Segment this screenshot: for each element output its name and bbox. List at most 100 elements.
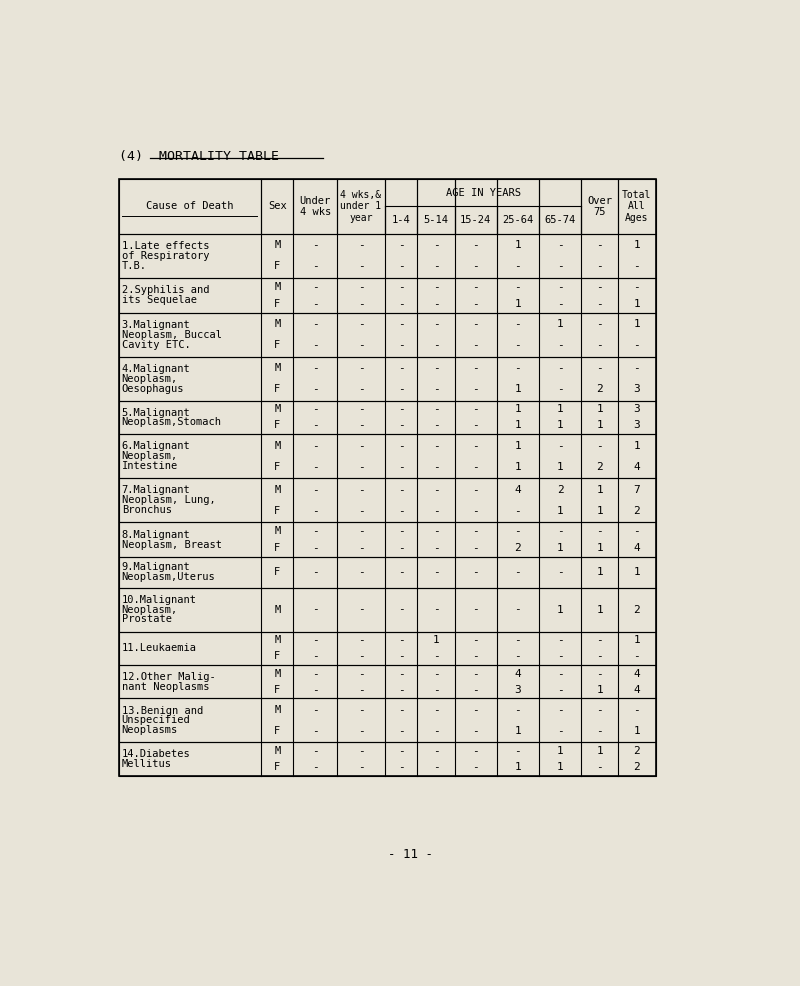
Text: 1: 1 [514,385,522,394]
Text: -: - [398,726,405,736]
Text: -: - [358,299,364,309]
Text: 1: 1 [514,461,522,471]
Text: -: - [514,527,522,536]
Text: AGE IN YEARS: AGE IN YEARS [446,187,521,198]
Text: 1: 1 [514,726,522,736]
Text: -: - [358,652,364,662]
Text: 4.Malignant: 4.Malignant [122,364,190,374]
Text: 1: 1 [557,762,563,772]
Text: -: - [472,319,479,329]
Text: 1: 1 [634,299,640,309]
Text: -: - [358,669,364,678]
Text: -: - [472,485,479,495]
Text: 1: 1 [634,241,640,250]
Text: -: - [433,241,439,250]
Text: -: - [557,385,563,394]
Text: -: - [398,319,405,329]
Text: 1: 1 [596,543,603,553]
Text: 1: 1 [596,404,603,414]
Text: 3: 3 [514,684,522,695]
Text: -: - [472,543,479,553]
Text: -: - [312,762,318,772]
Text: -: - [472,762,479,772]
Text: 1: 1 [557,461,563,471]
Text: -: - [312,527,318,536]
Text: -: - [514,746,522,756]
Text: -: - [433,652,439,662]
Text: -: - [312,282,318,292]
Text: 1: 1 [634,635,640,645]
Text: Neoplasm,Stomach: Neoplasm,Stomach [122,417,222,427]
Text: -: - [514,567,522,578]
Text: -: - [433,485,439,495]
Text: -: - [358,726,364,736]
Text: -: - [398,363,405,373]
Text: -: - [472,669,479,678]
Bar [497,179,539,234]
Text: -: - [596,319,603,329]
Text: -: - [433,404,439,414]
Bar [118,742,655,776]
Text: F: F [274,506,281,516]
Text: -: - [312,299,318,309]
Text: Neoplasm, Buccal: Neoplasm, Buccal [122,329,222,340]
Text: -: - [398,261,405,271]
Text: -: - [398,604,405,614]
Text: -: - [557,363,563,373]
Text: -: - [358,404,364,414]
Text: -: - [312,241,318,250]
Text: - 11 -: - 11 - [387,848,433,861]
Bar [539,179,581,234]
Text: -: - [398,684,405,695]
Text: F: F [274,385,281,394]
Text: -: - [472,261,479,271]
Text: -: - [596,635,603,645]
Text: -: - [596,282,603,292]
Text: 2.Syphilis and: 2.Syphilis and [122,285,210,295]
Text: -: - [398,461,405,471]
Text: -: - [358,261,364,271]
Text: Neoplasm,: Neoplasm, [122,374,178,384]
Text: 1: 1 [557,506,563,516]
Text: -: - [433,261,439,271]
Text: Neoplasm, Breast: Neoplasm, Breast [122,539,222,549]
Text: 5.Malignant: 5.Malignant [122,407,190,417]
Text: 2: 2 [514,543,522,553]
Text: -: - [472,567,479,578]
Text: -: - [358,506,364,516]
Text: Cause of Death: Cause of Death [146,201,234,211]
Text: 1: 1 [557,319,563,329]
Text: 1: 1 [557,404,563,414]
Text: 1: 1 [634,567,640,578]
Text: -: - [596,441,603,451]
Text: 1: 1 [596,567,603,578]
Text: -: - [472,441,479,451]
Text: M: M [274,527,281,536]
Text: 3: 3 [634,420,640,431]
Text: 1: 1 [596,684,603,695]
Text: F: F [274,652,281,662]
Text: 1: 1 [596,506,603,516]
Text: -: - [312,669,318,678]
Text: -: - [472,746,479,756]
Text: -: - [433,506,439,516]
Text: -: - [596,241,603,250]
Text: 5-14: 5-14 [423,215,449,225]
Text: 2: 2 [596,385,603,394]
Text: -: - [557,684,563,695]
Text: 1: 1 [433,635,439,645]
Text: 1: 1 [596,420,603,431]
Bar [118,179,261,234]
Bar [618,179,655,234]
Bar [294,179,337,234]
Text: -: - [433,299,439,309]
Text: -: - [398,527,405,536]
Text: -: - [634,363,640,373]
Text: -: - [514,705,522,715]
Text: -: - [358,746,364,756]
Text: -: - [433,319,439,329]
Text: -: - [472,363,479,373]
Text: 4: 4 [514,485,522,495]
Text: F: F [274,684,281,695]
Text: 1: 1 [514,420,522,431]
